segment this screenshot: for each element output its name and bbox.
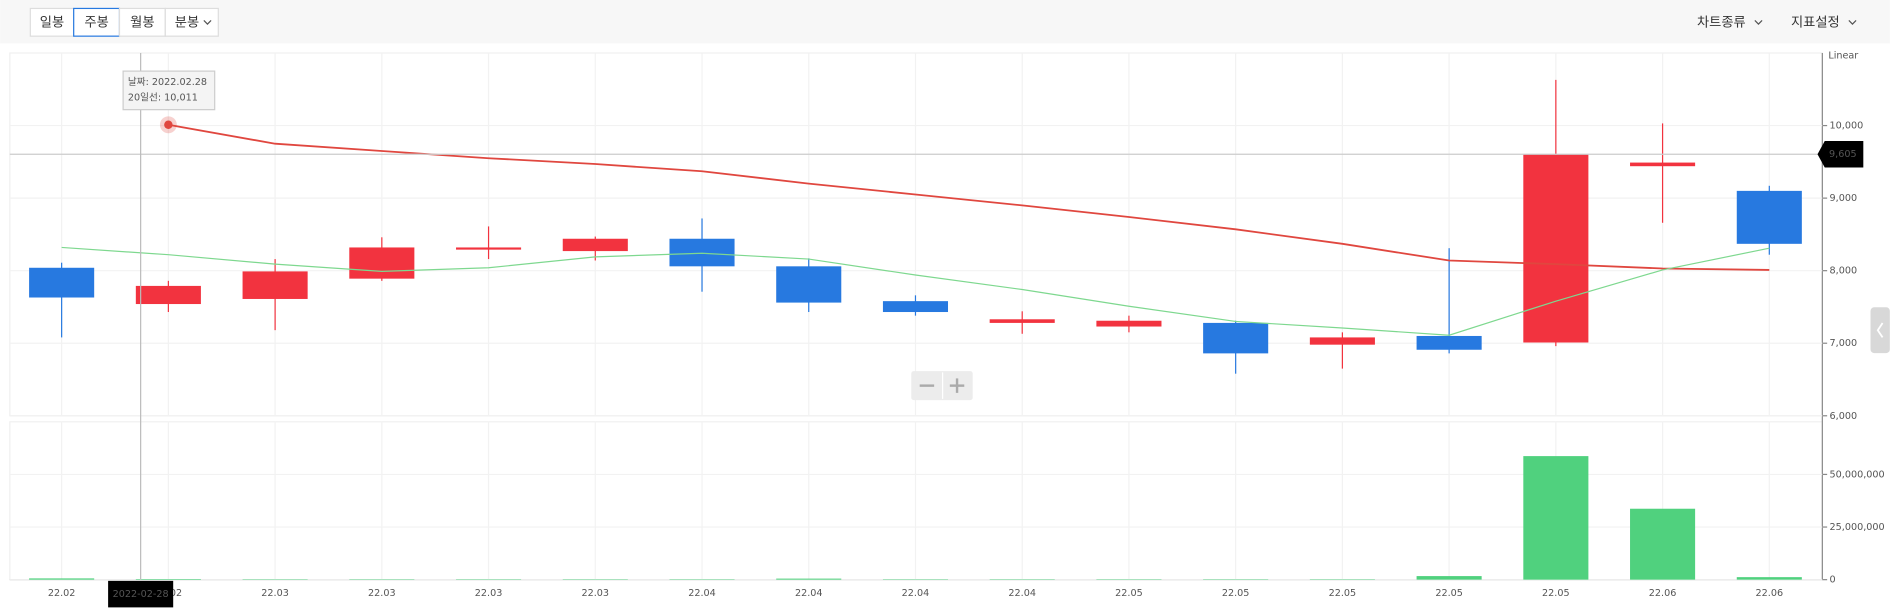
- scale-label: Linear: [1828, 50, 1858, 61]
- candle-body: [1630, 162, 1696, 167]
- candle-body: [989, 319, 1055, 323]
- moving-average-line: [61, 246, 1770, 336]
- x-tick-label: 22.04: [688, 588, 716, 599]
- candle-body: [135, 285, 201, 305]
- volume-tick-label: 25,000,000: [1830, 522, 1885, 533]
- menu-label[interactable]: 지표설정: [1791, 14, 1840, 30]
- period-button[interactable]: [118, 7, 166, 37]
- candle-body: [562, 238, 628, 252]
- candle-body: [1416, 335, 1482, 350]
- price-marker-label: 9,605: [1829, 149, 1857, 160]
- x-tick-label: 22.02: [48, 588, 76, 599]
- candle-body: [882, 301, 949, 313]
- hover-point: [164, 120, 173, 129]
- period-button[interactable]: [73, 7, 121, 37]
- candle-body: [349, 247, 415, 279]
- x-tick-label: 22.06: [1649, 588, 1677, 599]
- x-tick-label: 22.06: [1756, 588, 1784, 599]
- period-label: 월봉: [130, 14, 154, 30]
- y-tick-label: 10,000: [1830, 121, 1864, 132]
- x-tick-label: 22.03: [261, 588, 289, 599]
- dropdown-icon: [203, 20, 212, 25]
- marks: [29, 79, 1802, 580]
- candle-body: [1523, 154, 1589, 343]
- x-tick-label: 22.04: [795, 588, 823, 599]
- volume-tick-label: 50,000,000: [1830, 469, 1885, 480]
- y-tick-label: 6,000: [1830, 411, 1858, 422]
- volume-tick-label: 0: [1830, 575, 1836, 586]
- x-tick-label: 22.05: [1435, 588, 1463, 599]
- x-tick-label: 22.04: [902, 588, 930, 599]
- tooltip-line: 날짜: 2022.02.28: [128, 77, 207, 88]
- period-label: 일봉: [40, 14, 64, 30]
- dropdown-icon: [1754, 20, 1763, 25]
- volume-bar: [1523, 456, 1589, 580]
- volume-bar: [29, 578, 95, 580]
- x-tick-label: 22.05: [1115, 588, 1143, 599]
- period-label: 분봉: [175, 14, 199, 30]
- x-tick-label: 22.03: [368, 588, 396, 599]
- crosshair-label: 2022-02-28: [113, 589, 169, 600]
- candle-body: [1203, 322, 1269, 354]
- volume-bar: [776, 578, 842, 580]
- x-tick-label: 22.05: [1222, 588, 1250, 599]
- candle-body: [1736, 190, 1802, 244]
- candle-body: [669, 238, 735, 267]
- y-tick-label: 8,000: [1830, 266, 1858, 277]
- tooltip-line: 20일선: 10,011: [128, 93, 198, 104]
- period-button[interactable]: [29, 7, 75, 37]
- x-tick-label: 22.04: [1008, 588, 1036, 599]
- side-tab-icon: [1876, 322, 1884, 338]
- candle-body: [456, 247, 522, 250]
- volume-bar: [1736, 577, 1802, 580]
- volume-bar: [1630, 508, 1696, 580]
- candle-body: [776, 266, 842, 303]
- dropdown-icon: [1848, 20, 1857, 25]
- candle-body: [1309, 337, 1375, 345]
- candle-body: [242, 271, 308, 299]
- menu-label[interactable]: 차트종류: [1697, 14, 1746, 30]
- toolbar-buttons: 일봉 주봉 월봉 분봉 차트종류 지표설정: [29, 7, 1857, 37]
- overlay: 9,605 2022-02-28 날짜: 2022.02.28 20일선: 10,01…: [9, 53, 1864, 608]
- candle-body: [29, 267, 95, 298]
- y-tick-label: 7,000: [1830, 338, 1858, 349]
- candle-body: [1096, 320, 1162, 327]
- zoom-control[interactable]: [911, 371, 973, 401]
- side-tab[interactable]: [1870, 307, 1890, 354]
- x-tick-label: 22.03: [475, 588, 503, 599]
- x-tick-label: 22.03: [582, 588, 610, 599]
- grid: 22.0222.0222.0322.0322.0322.0322.0422.04…: [9, 53, 1885, 599]
- volume-bar: [135, 579, 201, 580]
- volume-bar: [1416, 576, 1482, 580]
- tooltip-box: [122, 70, 216, 111]
- period-label: 주봉: [84, 14, 108, 30]
- crosshair-label-box: [108, 580, 174, 608]
- y-tick-label: 9,000: [1830, 193, 1858, 204]
- toolbar: [0, 0, 1890, 44]
- x-tick-label: 22.05: [1329, 588, 1357, 599]
- x-tick-label: 22.05: [1542, 588, 1570, 599]
- price-marker-box: [1817, 140, 1864, 168]
